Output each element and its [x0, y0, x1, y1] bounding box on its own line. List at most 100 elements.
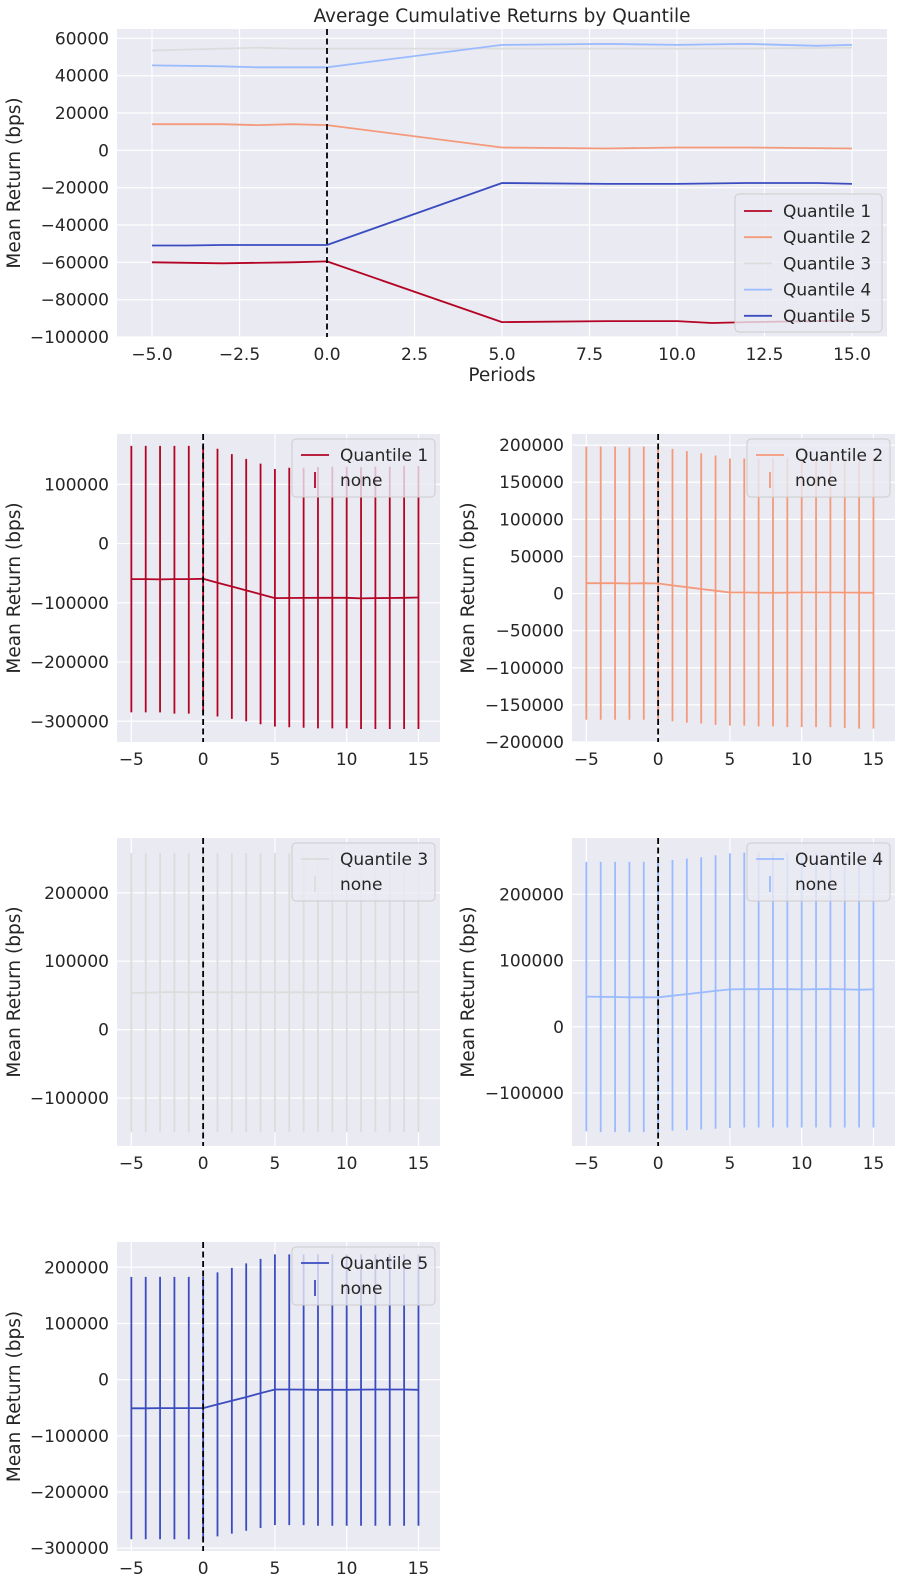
x-tick-label: 5 [269, 1154, 280, 1174]
chart-panel-3: −200000 −150000 −100000 −50000 0 50000 100000 1… [458, 434, 895, 770]
legend-label: Quantile 4 [783, 281, 871, 301]
y-tick-label: 50000 [510, 547, 564, 567]
y-tick-label: 0 [98, 141, 109, 161]
y-tick-label: −40000 [41, 216, 109, 236]
x-tick-label: 10 [791, 1154, 813, 1174]
x-tick-label: −2.5 [219, 345, 260, 365]
x-tick-label: 0.0 [313, 345, 340, 365]
y-tick-label: −80000 [41, 291, 109, 311]
x-tick-label: 15 [863, 1154, 885, 1174]
legend-label: Quantile 2 [795, 446, 883, 466]
y-tick-label: 150000 [499, 473, 564, 493]
y-tick-label: −100000 [30, 594, 109, 614]
x-tick-label: 5 [724, 750, 735, 770]
x-tick-label: 0 [653, 1154, 664, 1174]
legend-box [746, 842, 891, 902]
y-tick-label: 100000 [499, 952, 564, 972]
legend-label: Quantile 3 [783, 254, 871, 274]
y-tick-label: 200000 [499, 436, 564, 456]
y-tick-label: −100000 [485, 1084, 564, 1104]
x-tick-label: 10.0 [658, 345, 696, 365]
series-line-5 [152, 182, 853, 247]
legend-label: Quantile 5 [340, 1254, 428, 1274]
series-line-3 [151, 46, 853, 52]
y-tick-label: 0 [98, 1371, 109, 1391]
y-tick-label: −50000 [496, 622, 564, 642]
x-tick-label: −5 [119, 1559, 144, 1579]
legend: Quantile 5 none [291, 1246, 436, 1306]
y-tick-label: 100000 [44, 475, 109, 495]
chart-panel-6: −300000 −200000 −100000 0 100000 200000 −5 0 5 10… [4, 1242, 440, 1579]
legend-label: none [340, 1279, 382, 1299]
x-tick-label: 15.0 [833, 345, 871, 365]
x-tick-label: 7.5 [576, 345, 603, 365]
y-axis-label: Mean Return (bps) [4, 97, 25, 268]
y-tick-label: 200000 [44, 1258, 109, 1278]
legend-box [734, 193, 883, 333]
x-tick-label: 0 [198, 1559, 209, 1579]
series-line-4 [586, 988, 874, 999]
x-tick-label: 5 [724, 1154, 735, 1174]
x-tick-label: −5 [119, 750, 144, 770]
y-tick-label: −100000 [30, 328, 109, 348]
legend-label: Quantile 1 [783, 202, 871, 222]
legend-label: Quantile 4 [795, 850, 883, 870]
legend: Quantile 4 none [746, 842, 891, 902]
legend-label: none [340, 875, 382, 895]
x-tick-label: 5 [269, 750, 280, 770]
chart-panel-5: −100000 0 100000 200000 −5 0 5 10 15 Mean Return … [458, 838, 895, 1174]
y-tick-label: 40000 [55, 67, 109, 87]
y-tick-label: 100000 [44, 1314, 109, 1334]
y-tick-label: 0 [98, 535, 109, 555]
series-line-1 [131, 577, 419, 600]
x-tick-label: −5 [574, 750, 599, 770]
chart-title: Average Cumulative Returns by Quantile [313, 6, 690, 27]
x-tick-label: 15 [408, 750, 430, 770]
y-tick-label: −60000 [41, 253, 109, 273]
x-tick-label: −5.0 [131, 345, 172, 365]
x-tick-label: 5 [269, 1559, 280, 1579]
y-tick-label: 200000 [499, 885, 564, 905]
legend: Quantile 3 none [291, 842, 436, 902]
legend-label: Quantile 5 [783, 307, 871, 327]
y-tick-label: 20000 [55, 104, 109, 124]
y-axis-label: Mean Return (bps) [458, 502, 479, 673]
series-line-4 [151, 43, 853, 69]
y-tick-label: 100000 [499, 510, 564, 530]
y-tick-label: 0 [98, 1021, 109, 1041]
y-tick-label: −100000 [30, 1427, 109, 1447]
legend-label: none [795, 875, 837, 895]
y-tick-label: −150000 [485, 696, 564, 716]
y-tick-label: 60000 [55, 29, 109, 49]
legend: Quantile 2 none [746, 438, 891, 498]
legend-box [746, 438, 891, 498]
x-tick-label: 10 [791, 750, 813, 770]
y-tick-label: 100000 [44, 952, 109, 972]
y-tick-label: −200000 [30, 653, 109, 673]
chart-panel-2: −300000 −200000 −100000 0 100000 −5 0 5 10 15 Mean… [4, 434, 440, 770]
x-tick-label: 15 [408, 1154, 430, 1174]
y-tick-label: −200000 [485, 733, 564, 753]
x-axis-label: Periods [468, 365, 535, 386]
series-line-2 [586, 582, 874, 594]
legend-box [291, 438, 436, 498]
y-tick-label: −100000 [485, 659, 564, 679]
legend-label: none [340, 471, 382, 491]
y-axis-label: Mean Return (bps) [458, 906, 479, 1077]
chart-panel-1: −100000 −80000 −60000 −40000 −20000 0 20000 400… [4, 6, 887, 386]
x-tick-label: 10 [336, 1559, 358, 1579]
legend-label: none [795, 471, 837, 491]
x-tick-label: −5 [119, 1154, 144, 1174]
x-tick-label: −5 [574, 1154, 599, 1174]
x-tick-label: 0 [198, 750, 209, 770]
y-tick-label: −300000 [30, 1539, 109, 1559]
series-line-2 [152, 123, 853, 150]
x-tick-label: 2.5 [401, 345, 428, 365]
y-axis-label: Mean Return (bps) [4, 502, 25, 673]
y-axis-label: Mean Return (bps) [4, 1311, 25, 1482]
x-tick-label: 0 [198, 1154, 209, 1174]
legend-label: Quantile 1 [340, 446, 428, 466]
chart-panel-4: −100000 0 100000 200000 −5 0 5 10 15 Mean Return … [4, 838, 440, 1174]
legend-label: Quantile 3 [340, 850, 428, 870]
